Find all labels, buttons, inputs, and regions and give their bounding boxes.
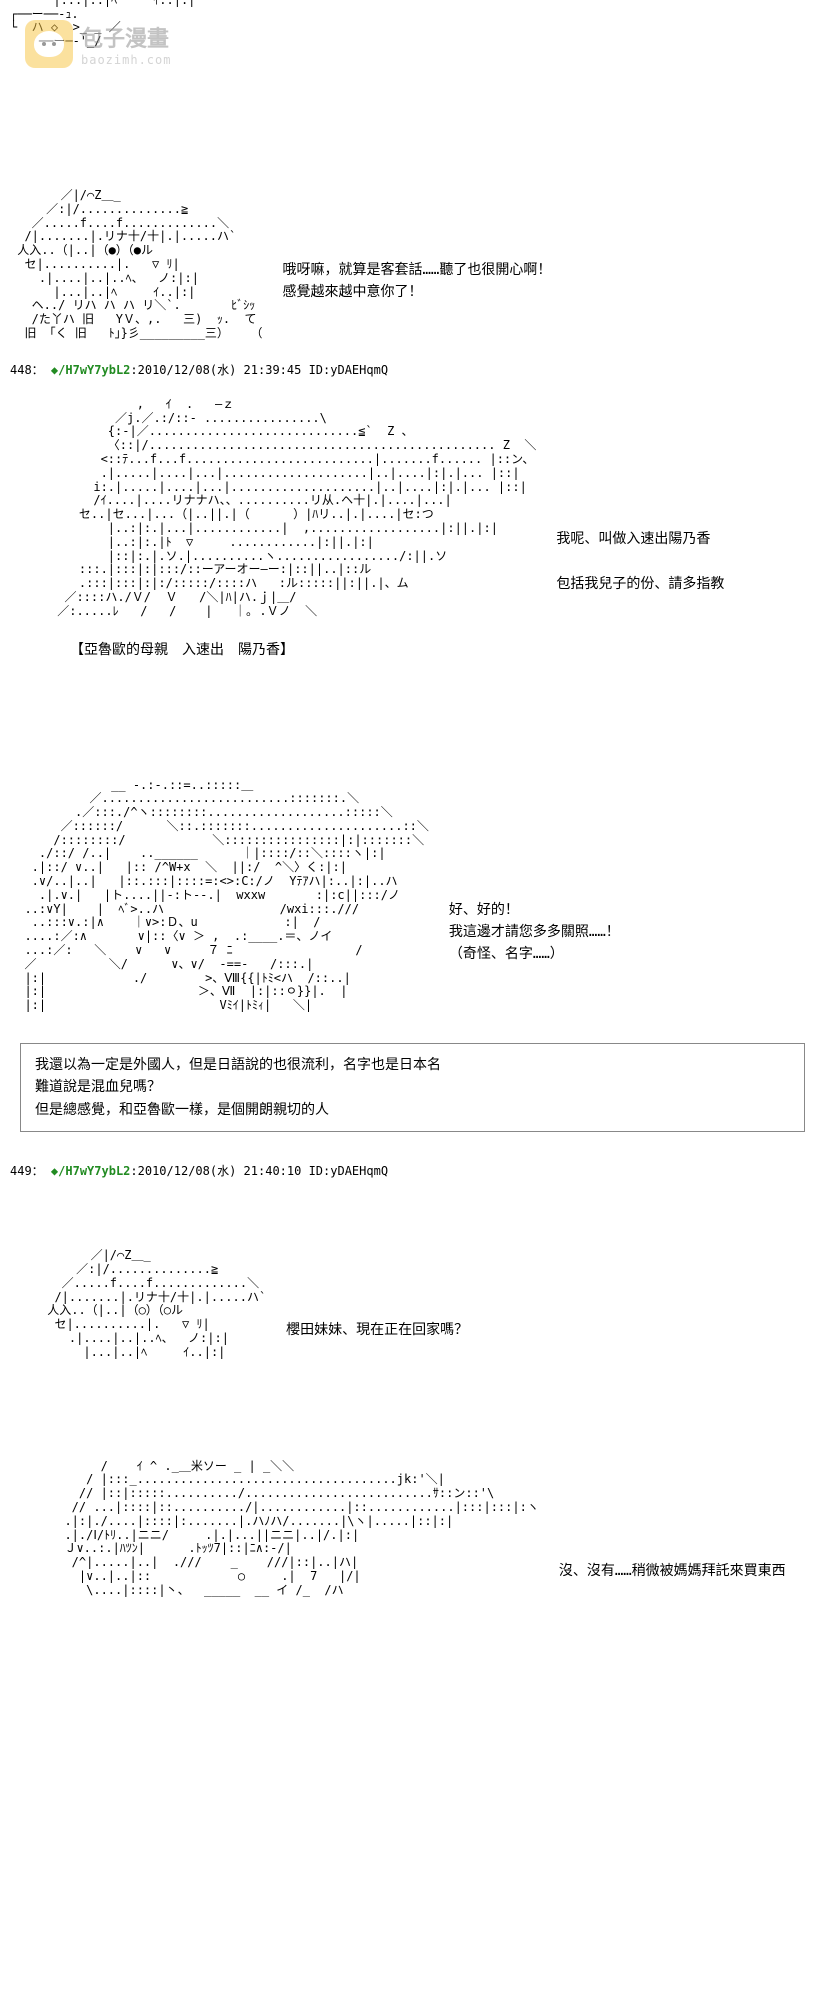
thought-box: 我還以為一定是外國人，但是日語說的也很流利，名字也是日本名 難道說是混血兒嗎？ … <box>20 1043 805 1132</box>
dialogue-3: 好、好的！ 我這邊才請您多多關照……！ （奇怪、名字……） <box>449 889 620 966</box>
dialogue-2-line1: 我呢、叫做入速出陽乃香 <box>556 528 724 550</box>
post-448-header: 448： ◆/H7wY7ybL2:2010/12/08(水) 21:39:45 … <box>10 361 815 378</box>
meta-448: :2010/12/08(水) 21:39:45 ID:yDAEHqmQ <box>130 363 388 377</box>
post-449-header: 449： ◆/H7wY7ybL2:2010/12/08(水) 21:40:10 … <box>10 1162 815 1179</box>
dialogue-1-line2: 感覺越來越中意你了！ <box>283 281 552 303</box>
thought-line1: 我還以為一定是外國人，但是日語說的也很流利，名字也是日本名 <box>35 1054 790 1076</box>
post-num-448: 448： <box>10 363 44 377</box>
ascii-art-4: ／|/⌒Z＿_ ／:|/..............≧ ／.....f....f… <box>40 1249 266 1359</box>
ascii-art-1b: ／|/⌒Z＿_ ／:|/..............≧ ／.....f....f… <box>10 189 263 341</box>
post-num-449: 449： <box>10 1164 44 1178</box>
dialogue-5-line1: 沒、沒有……稍微被媽媽拜託來買東西 <box>559 1560 786 1582</box>
trip-449: ◆/H7wY7ybL2 <box>51 1164 130 1178</box>
aa-block-1b: ／|/⌒Z＿_ ／:|/..............≧ ／.....f....f… <box>10 189 815 341</box>
aa-block-4: ／|/⌒Z＿_ ／:|/..............≧ ／.....f....f… <box>40 1249 815 1359</box>
dialogue-2-line2: 包括我兒子的份、請多指教 <box>556 573 724 595</box>
watermark-sub: baozimh.com <box>81 53 171 67</box>
aa-block-2: , ｲ . ―ｚ ／j.／.:/::- ................\ {:… <box>50 398 815 619</box>
aa-block-5: / ｲ ^ ._＿米ソー _ | _＼＼ / |:::_............… <box>50 1460 815 1598</box>
dialogue-3-line3: （奇怪、名字……） <box>449 943 620 965</box>
meta-449: :2010/12/08(水) 21:40:10 ID:yDAEHqmQ <box>130 1164 388 1178</box>
watermark-title: 包子漫畫 <box>81 21 171 53</box>
thought-line3: 但是總感覺，和亞魯歐一樣，是個開朗親切的人 <box>35 1099 790 1121</box>
dialogue-3-line1: 好、好的！ <box>449 899 620 921</box>
ascii-art-3: __ -.:-.::=..:::::＿ ／...................… <box>10 779 429 1014</box>
ascii-art-2: , ｲ . ―ｚ ／j.／.:/::- ................\ {:… <box>50 398 536 619</box>
trip-448: ◆/H7wY7ybL2 <box>51 363 130 377</box>
dialogue-5: 沒、沒有……稍微被媽媽拜託來買東西 <box>559 1550 786 1582</box>
dialogue-1-line1: 哦呀嘛，就算是客套話……聽了也很開心啊！ <box>283 259 552 281</box>
dialogue-3-line2: 我這邊才請您多多關照……！ <box>449 921 620 943</box>
dialogue-1: 哦呀嘛，就算是客套話……聽了也很開心啊！ 感覺越來越中意你了！ <box>283 249 552 304</box>
bun-icon <box>25 20 73 68</box>
dialogue-2: 我呢、叫做入速出陽乃香 包括我兒子的份、請多指教 <box>556 518 724 595</box>
dialogue-4-line1: 櫻田妹妹、現在正在回家嗎？ <box>286 1319 468 1341</box>
ascii-art-5: / ｲ ^ ._＿米ソー _ | _＼＼ / |:::_............… <box>50 1460 539 1598</box>
thought-line2: 難道說是混血兒嗎？ <box>35 1076 790 1098</box>
watermark: 包子漫畫 baozimh.com <box>25 20 171 68</box>
dialogue-4: 櫻田妹妹、現在正在回家嗎？ <box>286 1309 468 1341</box>
caption-2: 【亞魯歐的母親 入速出 陽乃香】 <box>70 639 815 659</box>
aa-block-3: __ -.:-.::=..:::::＿ ／...................… <box>10 779 815 1014</box>
